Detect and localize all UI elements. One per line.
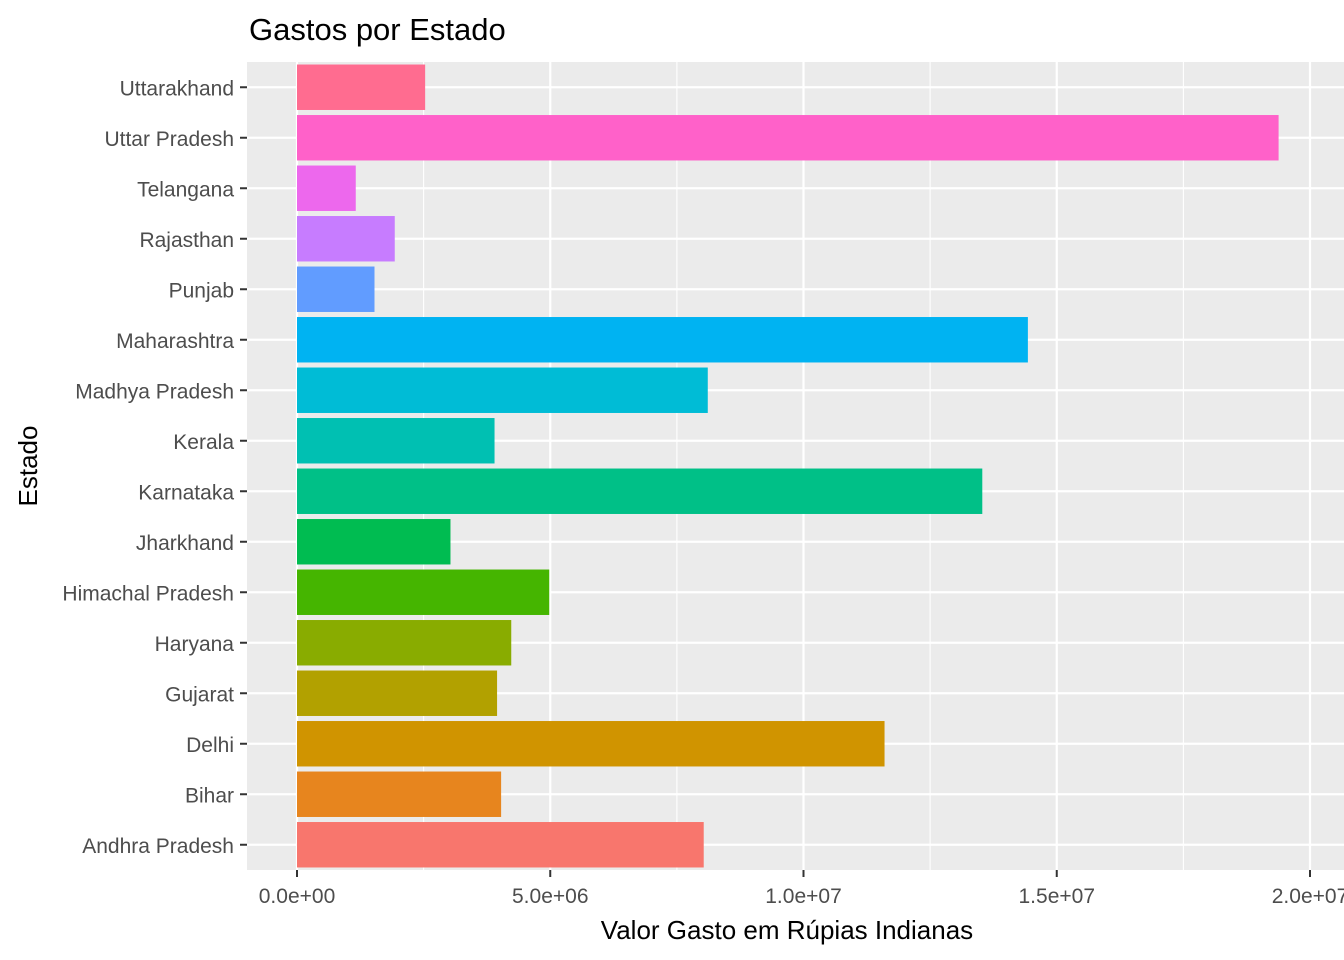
y-tick-label: Madhya Pradesh — [75, 380, 234, 403]
y-tick-label: Himachal Pradesh — [62, 582, 234, 605]
x-tick-label: 2.0e+07 — [1272, 885, 1344, 908]
x-tick-label: 5.0e+06 — [512, 885, 589, 908]
y-tick-label: Uttar Pradesh — [104, 128, 234, 151]
y-axis: Andhra Pradesh Bihar Delhi Gujarat Haryana Hi… — [62, 77, 247, 858]
y-tick-label: Rajasthan — [139, 229, 234, 252]
y-tick-label: Jharkhand — [136, 532, 234, 555]
bars — [297, 64, 1279, 868]
bar — [297, 721, 885, 767]
bar — [297, 317, 1028, 363]
bar — [297, 569, 550, 615]
bar — [297, 64, 426, 110]
x-axis-title: Valor Gasto em Rúpias Indianas — [601, 915, 973, 945]
y-tick-label: Kerala — [173, 431, 234, 454]
bar — [297, 670, 498, 716]
chart-title: Gastos por Estado — [249, 12, 506, 47]
bar — [297, 468, 983, 514]
y-tick-label: Andhra Pradesh — [82, 835, 234, 858]
y-tick-label: Uttarakhand — [120, 77, 234, 100]
y-axis-title: Estado — [13, 426, 43, 507]
bar — [297, 620, 512, 666]
y-tick-label: Punjab — [169, 279, 234, 302]
bar — [297, 216, 395, 262]
bar — [297, 266, 375, 312]
y-tick-label: Delhi — [186, 734, 234, 757]
x-tick-label: 1.0e+07 — [765, 885, 842, 908]
bar — [297, 367, 708, 413]
y-tick-label: Gujarat — [165, 683, 234, 706]
y-tick-label: Maharashtra — [116, 330, 234, 353]
x-axis: 0.0e+00 5.0e+06 1.0e+07 1.5e+07 2.0e+07 — [259, 870, 1344, 908]
y-tick-label: Telangana — [137, 178, 234, 201]
major-gridlines — [247, 62, 1344, 870]
bar — [297, 418, 495, 464]
y-tick-label: Karnataka — [138, 481, 234, 504]
y-tick-label: Haryana — [155, 633, 235, 656]
x-tick-label: 0.0e+00 — [259, 885, 336, 908]
bar — [297, 771, 502, 817]
y-tick-label: Bihar — [185, 784, 234, 807]
bar — [297, 519, 451, 565]
bar — [297, 165, 356, 211]
bar — [297, 822, 704, 868]
x-tick-label: 1.5e+07 — [1019, 885, 1096, 908]
bar — [297, 115, 1279, 161]
